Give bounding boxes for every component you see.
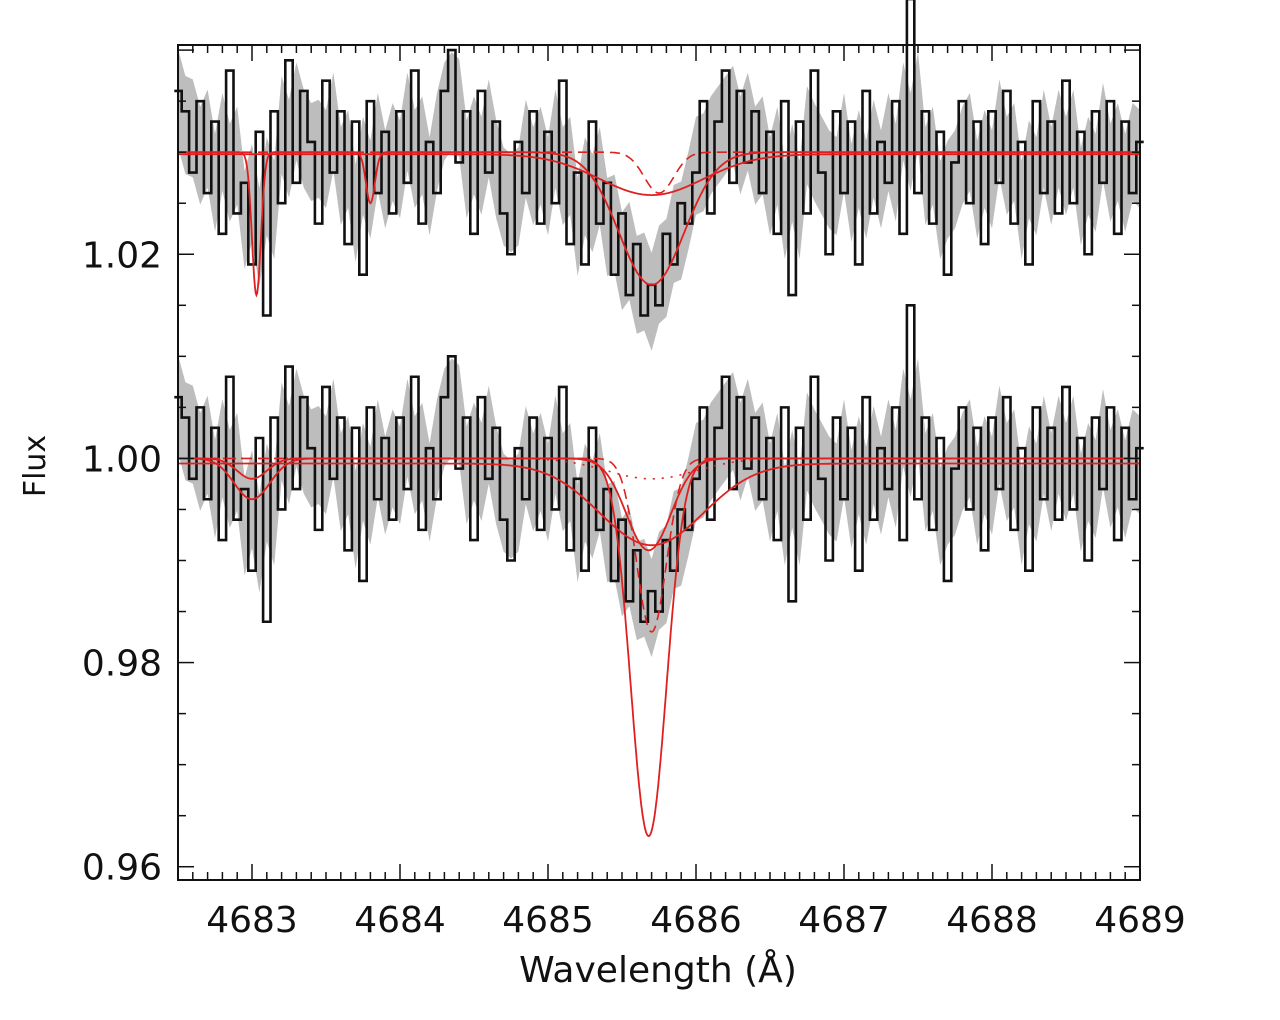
x-tick-label: 4683 bbox=[206, 900, 298, 941]
y-tick-label: 1.00 bbox=[82, 439, 162, 480]
y-tick-label: 1.02 bbox=[82, 235, 162, 276]
axes: 4683 4684 4685 4686 4687 4688 4689 0.96 0.98 1.00… bbox=[82, 44, 1186, 941]
observed-spectrum-1 bbox=[174, 0, 1144, 317]
x-tick-label: 4687 bbox=[798, 900, 890, 941]
y-tick-label: 0.98 bbox=[82, 644, 162, 685]
x-tick-label: 4686 bbox=[650, 900, 742, 941]
x-tick-label: 4684 bbox=[354, 900, 446, 941]
model-lower-broad bbox=[178, 462, 1140, 547]
x-tick-label: 4688 bbox=[946, 900, 1038, 941]
x-tick-label: 4685 bbox=[502, 900, 594, 941]
x-axis-label: Wavelength (Å) bbox=[519, 948, 797, 991]
plot-frame bbox=[177, 44, 1141, 881]
model-layer bbox=[178, 151, 1140, 838]
model-upper-broad bbox=[178, 153, 1140, 196]
model-upper-dashed bbox=[178, 151, 1140, 194]
y-tick-label: 0.96 bbox=[82, 848, 162, 889]
x-tick-label: 4689 bbox=[1094, 900, 1186, 941]
model-lower-dashed bbox=[178, 457, 1140, 633]
y-axis-label: Flux bbox=[18, 435, 53, 497]
